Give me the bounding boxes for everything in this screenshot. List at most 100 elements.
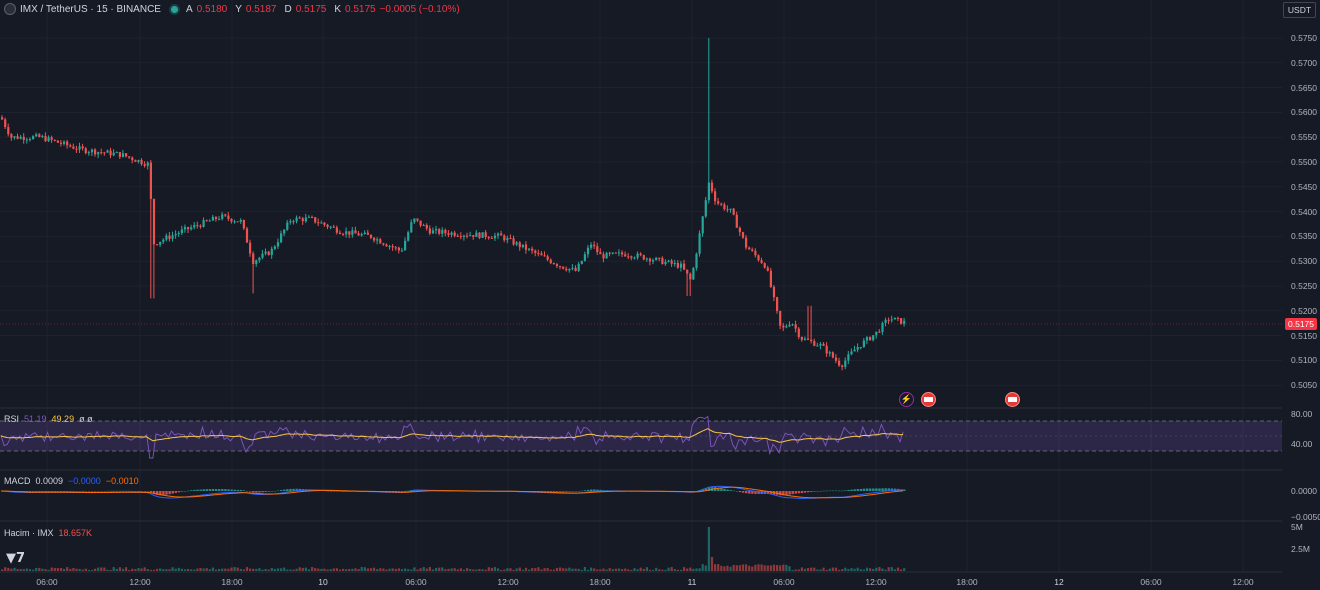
volume-bar [239,568,242,571]
candle [159,241,162,245]
macd-histogram-bar [769,491,773,495]
macd-histogram-bar [549,491,553,492]
candle [187,227,190,230]
volume-bar [1,569,4,571]
candle [689,273,692,280]
candle [28,139,32,141]
volume-bar [227,568,230,571]
volume-bar [521,569,524,571]
volume-bar [537,567,540,571]
candle [475,232,478,237]
volume-bar [78,568,81,571]
candle [602,254,605,259]
candle [270,248,273,256]
symbol-title[interactable]: IMX / TetherUS · 15 · BINANCE [20,3,161,15]
volume-bar [751,566,754,571]
volume-bar [884,569,887,571]
price-chart[interactable] [0,0,1282,590]
volume-bar [63,568,66,571]
volume-bar [549,569,552,571]
volume-bar [878,567,881,571]
rsi-pane [0,415,1282,459]
macd-histogram-bar [704,487,708,491]
volume-bar [896,567,900,571]
volume-bar [859,569,862,571]
volume-bar [599,569,602,571]
candle [391,246,394,248]
price-scale-label: 0.5550 [1291,132,1317,143]
candle [484,232,487,238]
macd-histogram-bar [565,491,568,492]
candle [183,227,187,230]
lightning-icon[interactable]: ⚡ [899,392,914,407]
candle [896,317,900,319]
candle [822,343,825,346]
volume-bar [81,569,84,571]
volume-bar [109,569,112,571]
flag-icon[interactable] [1005,392,1020,407]
market-status-icon[interactable] [170,5,178,13]
volume-bar [298,567,301,571]
volume-bar [428,567,431,571]
volume-bar [369,568,373,571]
volume-bar [289,569,292,571]
candle [385,244,388,247]
candle [524,244,528,250]
candle [686,269,689,274]
candle [521,244,524,248]
candle [605,252,608,259]
candle [627,256,630,258]
volume-bar [199,568,202,571]
volume-bar [655,567,658,571]
macd-histogram-bar [720,488,723,491]
volume-bar [509,568,512,571]
candle [862,340,865,348]
volume-bar [394,568,397,571]
volume-bar [69,568,72,571]
macd-histogram-bar [838,490,841,492]
macd-histogram-bar [397,491,401,492]
candle [94,149,97,155]
volume-bar [583,567,586,571]
volume-bar [555,567,559,571]
volume-bar [534,568,537,571]
macd-histogram-bar [211,488,215,491]
volume-bar [115,569,118,571]
candle [317,222,320,224]
price-scale[interactable]: USDT [1282,0,1320,590]
volume-bar [469,568,472,571]
candle [639,253,642,256]
macd-histogram-bar [128,490,131,492]
macd-histogram-bar [202,489,205,491]
macd-histogram-bar [180,491,184,492]
candle [407,232,410,241]
candle [760,260,763,264]
macd-legend[interactable]: MACD 0.0009 −0.0000 −0.0010 [4,476,139,486]
candle [233,221,236,223]
volume-bar [323,568,326,571]
macd-histogram-bar [245,490,249,492]
candle [664,261,667,265]
volume-bar [385,569,388,571]
flag-icon[interactable] [921,392,936,407]
currency-button[interactable]: USDT [1283,2,1316,18]
volume-bar [475,569,478,571]
volume-legend[interactable]: Hacim · IMX 18.657K [4,528,92,538]
candle [289,221,292,223]
macd-histogram-bar [131,490,134,492]
price-scale-label: 0.5450 [1291,181,1317,192]
volume-bar [382,568,385,571]
candle [338,232,342,234]
macd-histogram-bar [236,489,239,491]
rsi-legend[interactable]: RSI 51.19 49.29 ø ø [4,414,93,424]
volume-bar [100,567,103,571]
candle [766,267,769,271]
volume-bar [900,569,903,571]
macd-histogram-bar [748,491,751,494]
macd-histogram-bar [283,489,286,491]
macd-histogram-bar [25,491,29,492]
candle [180,229,183,233]
volume-bar [32,569,35,571]
tradingview-logo[interactable]: ▼7 [6,551,26,566]
